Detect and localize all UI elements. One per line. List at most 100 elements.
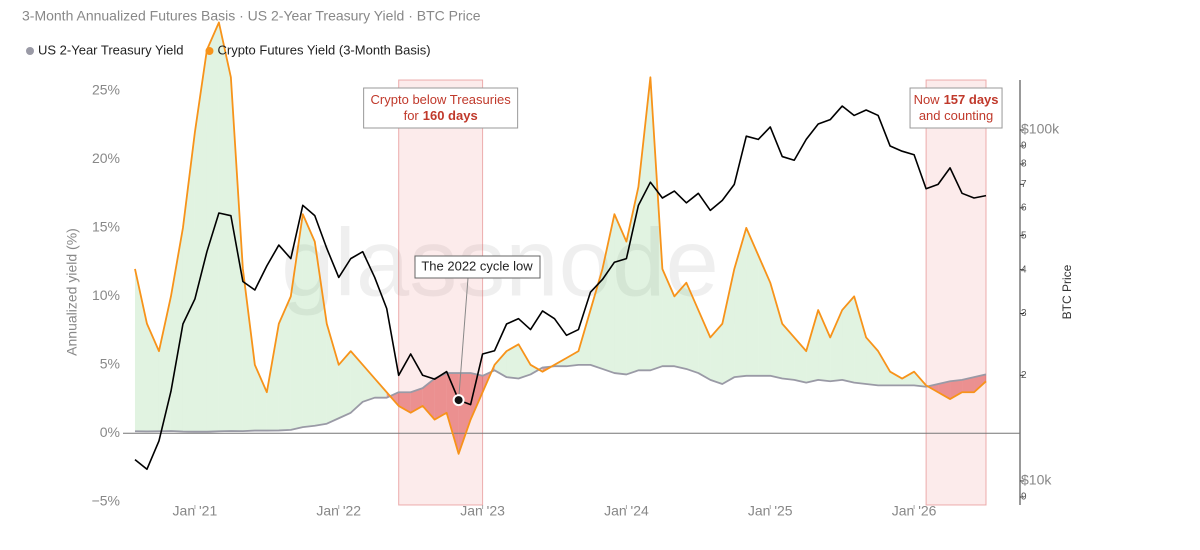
spread-fill xyxy=(338,351,351,419)
spread-fill xyxy=(650,77,663,371)
y2-tick-label: 6 xyxy=(1021,202,1027,213)
annotation-line: for xyxy=(404,108,420,123)
callout-text: The 2022 cycle low xyxy=(421,258,533,273)
spread-fill xyxy=(254,364,267,431)
spread-fill xyxy=(674,282,687,369)
spread-fill xyxy=(698,310,711,380)
spread-fill xyxy=(362,364,375,402)
spread-fill xyxy=(638,77,651,371)
spread-fill xyxy=(482,364,495,393)
legend-label: US 2-Year Treasury Yield xyxy=(38,42,183,57)
spread-fill xyxy=(590,268,603,369)
x-tick-label: Jan '21 xyxy=(173,503,218,519)
spread-fill xyxy=(518,344,531,379)
legend-label: Crypto Futures Yield (3-Month Basis) xyxy=(217,42,430,57)
spread-fill xyxy=(818,310,831,382)
callout-point xyxy=(452,394,465,407)
spread-fill xyxy=(206,22,219,432)
spread-fill xyxy=(242,268,255,432)
annotation-box xyxy=(363,87,519,129)
y-tick-label: 5% xyxy=(100,356,120,372)
spread-fill xyxy=(830,310,843,382)
spread-fill xyxy=(806,310,819,383)
annotation-box xyxy=(909,87,1003,129)
annotation-line: and counting xyxy=(919,108,993,123)
x-tick-label: Jan '24 xyxy=(604,503,649,519)
highlight-band xyxy=(925,79,987,506)
x-tick-label: Jan '26 xyxy=(892,503,937,519)
series-line xyxy=(134,363,987,433)
spread-fill xyxy=(842,296,855,383)
series-line xyxy=(134,21,987,455)
spread-fill xyxy=(626,186,639,375)
spread-fill xyxy=(662,268,675,367)
callout-line xyxy=(458,277,469,401)
spread-fill xyxy=(290,214,303,430)
highlight-band xyxy=(398,79,484,506)
spread-fill xyxy=(326,323,339,424)
spread-fill xyxy=(230,77,243,432)
annotation-bold: 157 days xyxy=(944,92,999,107)
y-axis-label: Annualized yield (%) xyxy=(64,228,80,356)
annotation-text: for 160 days xyxy=(404,108,478,123)
spread-fill xyxy=(266,323,279,431)
legend-swatch xyxy=(26,47,34,55)
spread-fill xyxy=(302,214,315,428)
spread-fill xyxy=(218,22,231,432)
chart-title: 3-Month Annualized Futures Basis · US 2-… xyxy=(22,8,481,24)
y2-tick-label: $10k xyxy=(1021,472,1052,488)
spread-fill xyxy=(770,282,783,379)
annotation-line: Crypto below Treasuries xyxy=(371,92,512,107)
spread-fill xyxy=(350,351,363,413)
y2-tick-label: 9 xyxy=(1021,492,1027,503)
spread-fill xyxy=(878,351,891,386)
spread-fill xyxy=(398,392,411,413)
annotation-text: Crypto below Treasuries xyxy=(371,92,512,107)
highlights xyxy=(398,79,987,506)
spread-fill xyxy=(566,351,579,367)
spread-fill xyxy=(746,227,759,376)
y-tick-label: 20% xyxy=(92,150,120,166)
spread-fill xyxy=(494,351,507,378)
spread-fill xyxy=(758,255,771,376)
x-tick-label: Jan '22 xyxy=(316,503,361,519)
y2-axis-label: BTC Price xyxy=(1060,264,1074,319)
y2-tick-label: 3 xyxy=(1021,308,1027,319)
spread-fill xyxy=(962,377,975,393)
callout-box xyxy=(414,255,541,279)
spread-fill xyxy=(422,378,435,420)
spread-fill xyxy=(314,241,327,426)
y-tick-label: 25% xyxy=(92,82,120,98)
y2-tick-label: 2 xyxy=(1021,370,1027,381)
spread-fill xyxy=(578,310,591,365)
spread-fill xyxy=(194,49,207,432)
spread-fill xyxy=(974,374,987,393)
spread-fill xyxy=(950,379,963,400)
annotation-text: Now 157 days xyxy=(914,92,999,107)
spread-fill xyxy=(614,214,627,375)
series-line xyxy=(134,105,987,471)
y2-tick-label: 9 xyxy=(1021,141,1027,152)
spread-fill xyxy=(602,214,615,374)
y2-tick-label: 8 xyxy=(1021,159,1027,170)
spread-fill xyxy=(386,392,399,406)
spread-fill xyxy=(374,378,387,398)
spread-fill xyxy=(158,296,171,432)
spread-fill xyxy=(434,373,447,420)
spread-fill xyxy=(902,371,915,386)
spread-fill xyxy=(782,323,795,380)
x-tick-label: Jan '25 xyxy=(748,503,793,519)
y-tick-label: 0% xyxy=(100,424,120,440)
spread-fill xyxy=(278,296,291,431)
spread-fill xyxy=(506,344,519,379)
y2-tick-label: $100k xyxy=(1021,121,1060,137)
y2-tick-label: 4 xyxy=(1021,264,1027,275)
spread-fill xyxy=(938,381,951,400)
annotation-text: and counting xyxy=(919,108,993,123)
spread-fill xyxy=(710,323,723,385)
spread-fill xyxy=(722,268,735,385)
spread-fill xyxy=(170,227,183,432)
spread-fill xyxy=(866,337,879,386)
annotation-bold: 160 days xyxy=(423,108,478,123)
